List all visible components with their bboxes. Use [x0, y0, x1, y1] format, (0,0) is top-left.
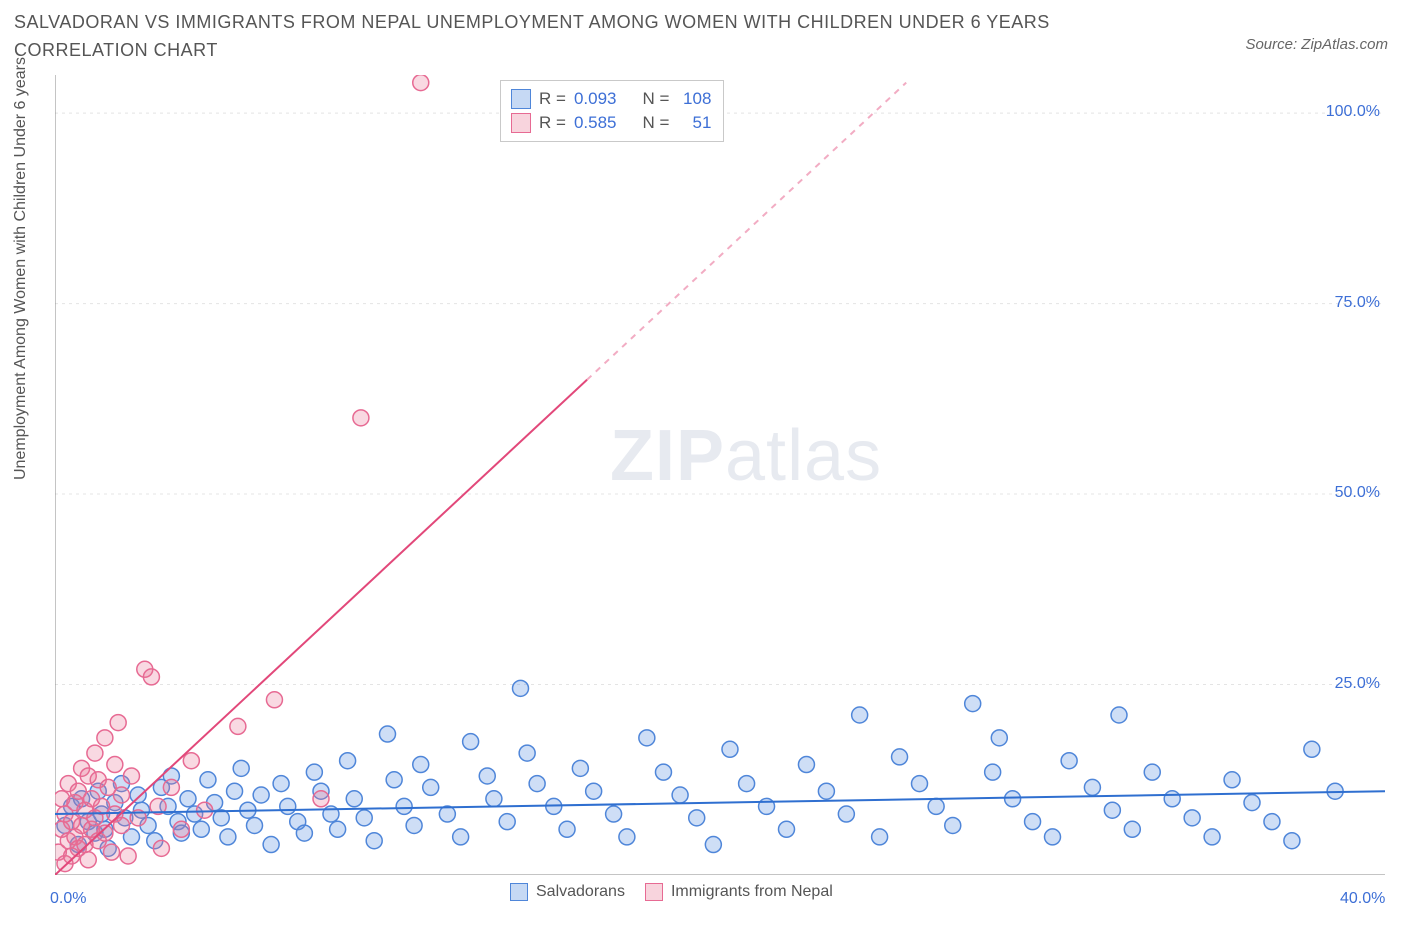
y-axis-label: Unemployment Among Women with Children U… [12, 57, 30, 480]
stat-r-value: 0.585 [574, 111, 617, 135]
watermark-zip: ZIP [610, 416, 725, 496]
watermark-atlas: atlas [725, 416, 882, 496]
x-axis-end-label: 40.0% [1340, 890, 1385, 908]
series-swatch [510, 883, 528, 901]
series-swatch [511, 113, 531, 133]
stat-n-value: 51 [677, 111, 711, 135]
legend-label: Immigrants from Nepal [671, 883, 833, 901]
series-legend: Salvadorans Immigrants from Nepal [510, 883, 833, 901]
chart-title: SALVADORAN VS IMMIGRANTS FROM NEPAL UNEM… [14, 8, 1134, 64]
stats-row: R = 0.585 N = 51 [511, 111, 711, 135]
y-tick-label: 100.0% [1310, 103, 1380, 121]
y-tick-label: 50.0% [1310, 484, 1380, 502]
stat-n-label: N = [642, 87, 669, 111]
stat-n-label: N = [642, 111, 669, 135]
stat-r-value: 0.093 [574, 87, 617, 111]
correlation-stats-box: R = 0.093 N = 108 R = 0.585 N = 51 [500, 80, 724, 142]
legend-item: Salvadorans [510, 883, 625, 901]
series-swatch [511, 89, 531, 109]
stat-r-label: R = [539, 87, 566, 111]
y-tick-label: 75.0% [1310, 294, 1380, 312]
stat-n-value: 108 [677, 87, 711, 111]
stat-r-label: R = [539, 111, 566, 135]
y-tick-label: 25.0% [1310, 675, 1380, 693]
legend-label: Salvadorans [536, 883, 625, 901]
stats-row: R = 0.093 N = 108 [511, 87, 711, 111]
legend-item: Immigrants from Nepal [645, 883, 833, 901]
x-axis-origin-label: 0.0% [50, 890, 86, 908]
source-attribution: Source: ZipAtlas.com [1245, 36, 1388, 53]
watermark: ZIPatlas [610, 415, 882, 497]
series-swatch [645, 883, 663, 901]
